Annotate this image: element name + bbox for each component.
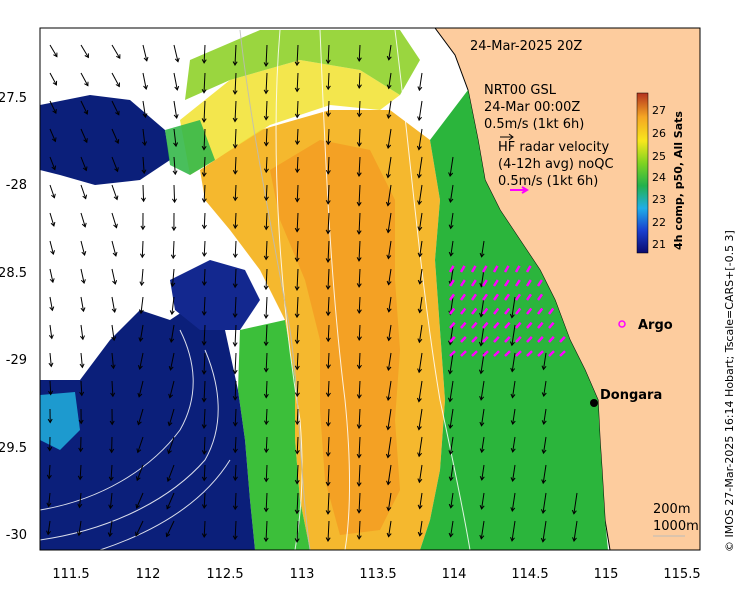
x-tick-label: 114: [442, 567, 467, 582]
credit-text: © IMOS 27-Mar-2025 16:14 Hobart; Tscale=…: [723, 230, 736, 552]
radar-label-line1: HF radar velocity: [498, 140, 610, 155]
x-tick-label: 111.5: [52, 567, 89, 582]
colorbar-tick: 27: [652, 104, 666, 117]
colorbar-tick: 24: [652, 171, 666, 184]
model-scale-label: 0.5m/s (1kt 6h): [484, 117, 584, 132]
model-title-label: NRT00 GSL: [484, 83, 557, 98]
colorbar-gradient: [637, 93, 648, 253]
x-tick-label: 113: [290, 567, 315, 582]
colorbar-tick: 25: [652, 150, 666, 163]
timestamp-label: 24-Mar-2025 20Z: [470, 39, 582, 54]
x-tick-label: 115.5: [663, 567, 700, 582]
radar-scale-label: 0.5m/s (1kt 6h): [498, 174, 598, 189]
colorbar-title: 4h comp, p50, All Sats: [672, 111, 685, 250]
y-tick-label: -28: [6, 178, 27, 193]
model-velocity-arrow: [50, 381, 51, 395]
x-tick-label: 114.5: [511, 567, 548, 582]
colorbar-tick: 21: [652, 238, 666, 251]
x-tick-label: 112: [136, 567, 161, 582]
model-velocity-arrow: [142, 241, 143, 257]
contour-legend-1000m: 1000m: [653, 519, 699, 534]
dongara-marker: [590, 399, 598, 407]
model-velocity-arrow: [143, 185, 144, 201]
y-tick-label: -29: [6, 353, 27, 368]
y-tick-label: -30: [6, 528, 27, 543]
colorbar-tick: 22: [652, 216, 666, 229]
contour-legend-200m: 200m: [653, 502, 690, 517]
y-tick-label: -29.5: [0, 441, 27, 456]
y-axis: -27.5 -28 -28.5 -29 -29.5 -30: [0, 91, 27, 543]
x-tick-label: 113.5: [359, 567, 396, 582]
radar-label-line2: (4-12h avg) noQC: [498, 157, 614, 172]
y-tick-label: -28.5: [0, 266, 27, 281]
x-tick-label: 115: [594, 567, 619, 582]
model-time-label: 24-Mar 00:00Z: [484, 100, 580, 115]
colorbar-tick: 26: [652, 127, 666, 140]
x-tick-label: 112.5: [206, 567, 243, 582]
colorbar-tick: 23: [652, 193, 666, 206]
model-velocity-arrow: [174, 185, 175, 202]
place-label-dongara: Dongara: [600, 388, 662, 403]
place-label-argo: Argo: [638, 318, 673, 333]
y-tick-label: -27.5: [0, 91, 27, 106]
map-area: [40, 28, 700, 550]
x-axis: 111.5 112 112.5 113 113.5 114 114.5 115 …: [52, 567, 700, 582]
